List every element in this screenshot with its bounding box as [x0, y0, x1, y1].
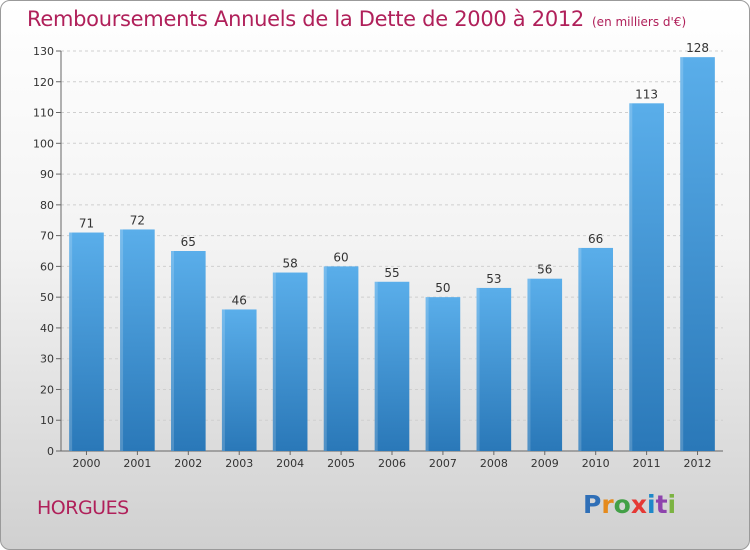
x-tick-label: 2012 [684, 457, 712, 470]
chart-title: Remboursements Annuels de la Dette de 20… [27, 7, 686, 31]
proxiti-logo[interactable]: Proxiti [583, 490, 676, 519]
x-tick-label: 2005 [327, 457, 355, 470]
y-tick-label: 20 [40, 383, 54, 396]
bar [425, 297, 461, 451]
bar-highlight [170, 251, 174, 451]
bar-highlight [272, 272, 276, 451]
bar-highlight [476, 287, 480, 451]
bar-highlight [578, 247, 582, 451]
data-label: 65 [181, 235, 196, 249]
x-tick-label: 2006 [378, 457, 406, 470]
data-label: 71 [79, 217, 94, 231]
place-name: HORGUES [37, 497, 129, 519]
data-label: 72 [130, 213, 145, 227]
bar [120, 229, 155, 451]
y-tick-label: 100 [33, 137, 54, 150]
data-label: 46 [232, 293, 247, 307]
bar [272, 272, 308, 451]
x-tick-label: 2003 [225, 457, 253, 470]
data-label: 113 [635, 87, 658, 101]
logo-letter: P [583, 490, 602, 519]
x-tick-label: 2009 [531, 457, 559, 470]
x-tick-label: 2008 [480, 457, 508, 470]
x-tick-label: 2011 [633, 457, 661, 470]
logo-letter: i [647, 490, 656, 519]
unit-label: (en milliers d'€) [592, 15, 687, 29]
bar [170, 251, 206, 451]
logo-letter: t [655, 490, 668, 519]
bar-highlight [120, 229, 124, 451]
y-tick-label: 10 [40, 414, 54, 427]
data-label: 60 [333, 250, 348, 264]
y-tick-label: 90 [40, 168, 54, 181]
logo-letter: o [613, 490, 631, 519]
data-labels: 71 72 65 46 58 60 55 50 53 56 66 113 128 [79, 41, 709, 307]
bar [578, 247, 614, 451]
y-tick-label: 120 [33, 76, 54, 89]
bar-highlight [374, 281, 378, 451]
data-label: 50 [435, 281, 450, 295]
logo-letter: x [630, 490, 647, 519]
x-tick-label: 2001 [123, 457, 151, 470]
y-tick-label: 50 [40, 291, 54, 304]
logo-letter: r [601, 490, 614, 519]
bar [69, 232, 104, 451]
y-tick-label: 80 [40, 199, 54, 212]
bar-highlight [629, 103, 633, 452]
logo-letter: i [667, 490, 677, 519]
y-tick-label: 0 [47, 445, 54, 458]
data-label: 53 [486, 272, 501, 286]
data-label: 128 [686, 41, 709, 55]
x-tick-label: 2002 [174, 457, 202, 470]
y-tick-label: 60 [40, 260, 54, 273]
y-tick-label: 130 [33, 45, 54, 58]
y-tick-label: 110 [33, 107, 54, 120]
bar-highlight [69, 232, 73, 451]
data-label: 66 [588, 232, 603, 246]
x-tick-label: 2010 [582, 457, 610, 470]
bar-highlight [425, 297, 429, 451]
bar-highlight [527, 278, 531, 451]
data-label: 56 [537, 263, 552, 277]
bar [680, 57, 715, 452]
bar [221, 309, 257, 451]
bar [323, 266, 359, 451]
bar-highlight [221, 309, 225, 451]
data-label: 55 [384, 266, 399, 280]
bar-highlight [323, 266, 327, 451]
bar [476, 287, 512, 451]
x-tick-label: 2000 [72, 457, 100, 470]
x-tick-label: 2004 [276, 457, 304, 470]
data-label: 58 [283, 257, 298, 271]
x-tick-label: 2007 [429, 457, 457, 470]
y-tick-label: 40 [40, 322, 54, 335]
bar-highlight [680, 57, 684, 452]
bars [69, 57, 715, 452]
title-text: Remboursements Annuels de la Dette de 20… [27, 7, 584, 31]
y-tick-label: 30 [40, 353, 54, 366]
y-tick-label: 70 [40, 230, 54, 243]
bar [629, 103, 664, 452]
bar [374, 281, 410, 451]
bar [527, 278, 563, 451]
